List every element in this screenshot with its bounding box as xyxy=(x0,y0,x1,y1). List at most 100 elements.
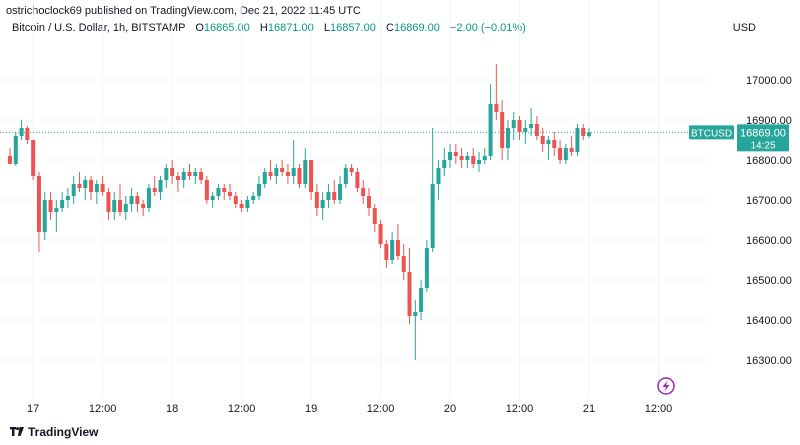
candle-body xyxy=(395,240,400,256)
candle xyxy=(529,108,534,136)
candle-body xyxy=(42,200,47,232)
candle xyxy=(558,140,563,164)
candle xyxy=(407,248,412,324)
x-axis[interactable]: 17 12:00 18 12:00 19 12:00 20 12:00 21 12:00 xyxy=(27,403,672,415)
candle xyxy=(569,136,574,156)
candle xyxy=(297,164,302,188)
candle-body xyxy=(476,160,481,164)
candle-body xyxy=(407,272,412,316)
candle-body xyxy=(36,176,41,232)
candle xyxy=(320,192,325,220)
candle xyxy=(303,148,308,188)
y-axis[interactable]: 16300.00 16400.00 16500.00 16600.00 16700.00… xyxy=(746,75,792,367)
candle-body xyxy=(256,184,261,196)
candle xyxy=(83,176,88,200)
candle-body xyxy=(482,156,487,160)
x-tick-label: 17 xyxy=(27,403,39,415)
candle xyxy=(500,100,505,160)
candle-body xyxy=(309,160,314,192)
candle xyxy=(390,232,395,264)
tradingview-logo-icon xyxy=(10,427,24,436)
last-price-symbol: BTCUSD xyxy=(691,128,732,139)
candle xyxy=(31,140,36,180)
candle xyxy=(361,180,366,204)
candle-body xyxy=(204,180,209,200)
candle xyxy=(175,172,180,192)
footer-brand[interactable]: TradingView xyxy=(10,425,98,439)
candle xyxy=(494,64,499,120)
candle xyxy=(245,196,250,212)
candle xyxy=(222,184,227,200)
candle-body xyxy=(60,200,65,208)
candle-body xyxy=(448,152,453,160)
high-value: 16871.00 xyxy=(267,22,314,34)
candle-body xyxy=(118,200,123,212)
candle xyxy=(135,192,140,212)
lightning-icon[interactable] xyxy=(657,377,675,395)
candle-body xyxy=(31,140,36,176)
y-tick-label: 17000.00 xyxy=(746,75,792,87)
candle-body xyxy=(575,128,580,152)
candle-body xyxy=(129,196,134,204)
candle xyxy=(170,160,175,184)
candle xyxy=(343,164,348,188)
currency-label: USD xyxy=(732,22,756,34)
candle xyxy=(123,196,128,220)
candle xyxy=(118,184,123,216)
candle-body xyxy=(332,192,337,200)
candle xyxy=(291,140,296,184)
candle xyxy=(216,184,221,200)
candle xyxy=(106,188,111,220)
candle-body xyxy=(222,188,227,192)
candle xyxy=(413,300,418,360)
candle-body xyxy=(581,128,586,136)
candle-body xyxy=(291,168,296,176)
candle xyxy=(476,152,481,172)
candle xyxy=(112,192,117,220)
candle xyxy=(187,164,192,180)
candle xyxy=(436,160,441,200)
candle xyxy=(164,164,169,188)
candle-body xyxy=(48,200,53,212)
candle-body xyxy=(228,192,233,196)
candle-body xyxy=(146,188,151,208)
candle xyxy=(465,152,470,168)
y-tick-label: 16500.00 xyxy=(746,275,792,287)
candle xyxy=(372,204,377,232)
candle-body xyxy=(326,192,331,200)
candle-body xyxy=(320,200,325,208)
grid-lines xyxy=(0,0,708,398)
candle xyxy=(13,132,18,166)
candle-body xyxy=(552,140,557,148)
candle-body xyxy=(245,200,250,208)
candle-body xyxy=(413,312,418,316)
candle-body xyxy=(170,168,175,176)
candle xyxy=(274,164,279,184)
candle-body xyxy=(430,184,435,248)
x-tick-label: 12:00 xyxy=(645,403,673,415)
candle-body xyxy=(366,196,371,208)
candle xyxy=(355,168,360,192)
candle-body xyxy=(343,168,348,184)
candle xyxy=(546,136,551,160)
candle-body xyxy=(158,180,163,192)
candle xyxy=(581,124,586,140)
candle xyxy=(326,184,331,208)
last-price-value-bg xyxy=(737,124,789,152)
candle-body xyxy=(54,208,59,212)
footer-brand-text: TradingView xyxy=(28,425,99,439)
candle-body xyxy=(239,204,244,208)
candle-body xyxy=(494,104,499,112)
candle xyxy=(193,168,198,184)
open-label: O xyxy=(195,22,204,34)
candle-body xyxy=(123,204,128,212)
candle-body xyxy=(511,120,516,128)
publisher-caption: ostrichoclock69 published on TradingView… xyxy=(6,5,361,17)
candle xyxy=(488,84,493,160)
candle-body xyxy=(424,248,429,288)
candle-body xyxy=(442,160,447,168)
x-tick-label: 21 xyxy=(583,403,595,415)
candle-body xyxy=(106,192,111,212)
candle-body xyxy=(523,128,528,132)
